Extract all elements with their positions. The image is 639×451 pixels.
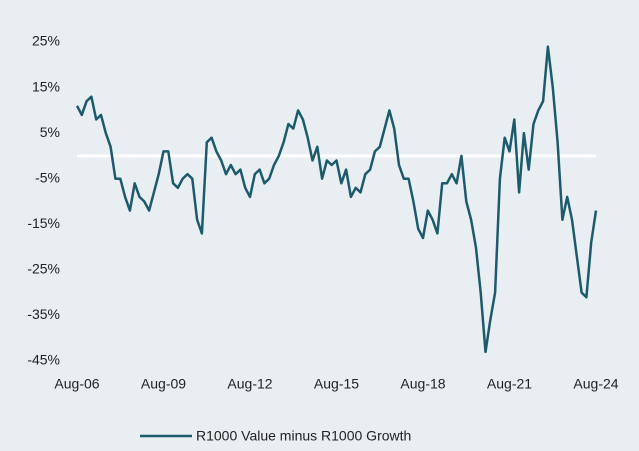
y-tick-label: -35%: [27, 306, 60, 322]
series-line: [75, 45, 598, 354]
x-tick-label: Aug-06: [54, 376, 99, 392]
y-tick-label: 25%: [32, 33, 60, 49]
x-tick-label: Aug-12: [227, 376, 272, 392]
y-tick-label: -45%: [27, 352, 60, 368]
legend-label: R1000 Value minus R1000 Growth: [196, 428, 411, 444]
y-tick-label: -25%: [27, 261, 60, 277]
y-tick-label: -15%: [27, 215, 60, 231]
y-tick-label: 5%: [40, 124, 60, 140]
x-tick-label: Aug-18: [400, 376, 445, 392]
y-tick-label: -5%: [35, 169, 60, 185]
y-tick-label: 15%: [32, 78, 60, 94]
x-tick-label: Aug-09: [141, 376, 186, 392]
x-tick-label: Aug-24: [573, 376, 618, 392]
x-tick-label: Aug-21: [487, 376, 532, 392]
x-tick-label: Aug-15: [314, 376, 359, 392]
